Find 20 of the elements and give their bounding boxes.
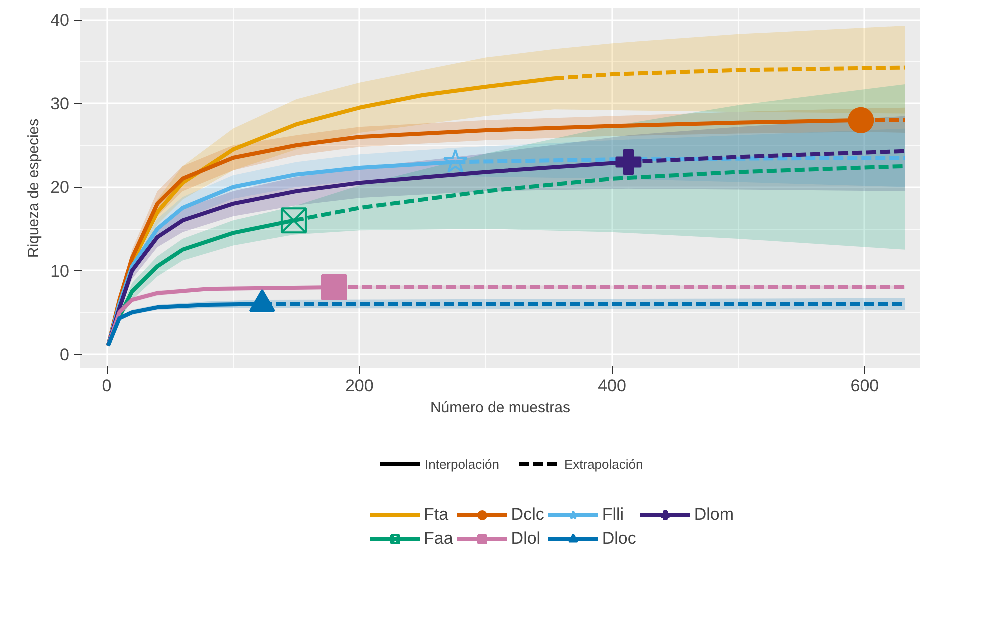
text: Extrapolación xyxy=(564,456,644,472)
legend-label: Flli xyxy=(602,505,624,525)
x-tick-label: 400 xyxy=(598,376,626,396)
legend-label: Dloc xyxy=(602,529,636,549)
x-tick-label: 600 xyxy=(850,376,880,396)
x-tick-label: 200 xyxy=(345,376,374,396)
y-tick-label: 10 xyxy=(50,262,70,281)
legend-label: Dlol xyxy=(511,529,541,549)
text: Interpolación xyxy=(425,456,500,472)
x-tick-label: 0 xyxy=(102,376,112,396)
legend-label: Fta xyxy=(424,505,449,525)
legend-label: Dclc xyxy=(511,505,544,525)
y-tick-label: 20 xyxy=(50,178,70,198)
x-axis-title: Número de muestras xyxy=(430,400,571,416)
legend-label: Faa xyxy=(424,529,454,549)
legend-label: Dlom xyxy=(694,505,734,525)
y-axis-title: Riqueza de especies xyxy=(26,118,43,258)
y-tick-label: 30 xyxy=(50,94,70,114)
y-tick-label: 40 xyxy=(50,11,70,30)
y-tick-label: 0 xyxy=(60,345,70,364)
